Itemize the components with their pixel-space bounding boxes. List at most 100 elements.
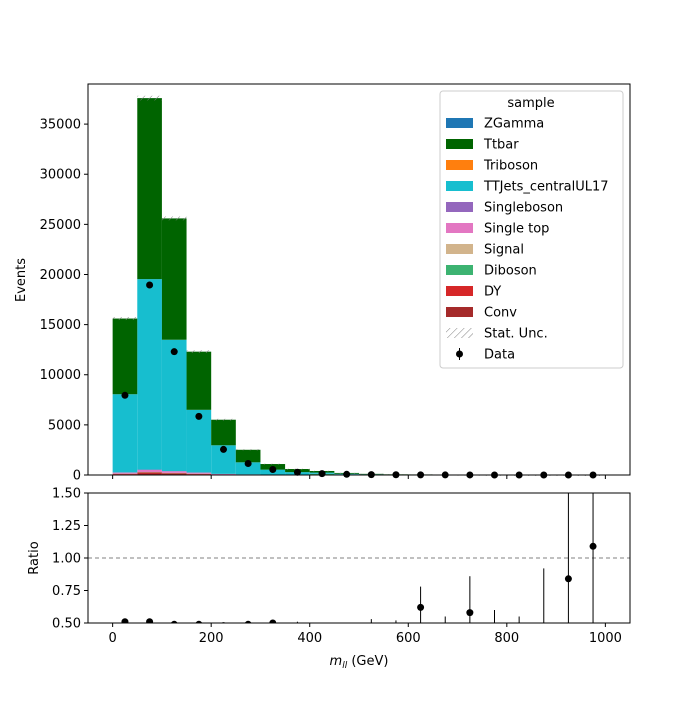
legend-label: Conv	[484, 306, 517, 321]
bar-single-top	[162, 471, 187, 473]
data-point	[269, 466, 276, 473]
y-tick-label: 5000	[48, 418, 81, 433]
y-tick-label: 0	[73, 469, 81, 484]
ratio-y-tick-label: 1.50	[52, 487, 81, 502]
ratio-point	[516, 646, 523, 653]
ratio-y-tick-label: 0.50	[52, 617, 81, 632]
legend-label: Singleboson	[484, 201, 563, 216]
stat-unc-hatch	[236, 449, 261, 450]
ratio-y-tick-label: 1.25	[52, 519, 81, 534]
bar-single-top	[187, 473, 212, 474]
data-point	[343, 471, 350, 478]
bar-ttjets-centralul17	[137, 279, 162, 469]
legend-swatch	[446, 223, 473, 233]
legend-label: Triboson	[483, 159, 538, 174]
ratio-point	[590, 543, 597, 550]
legend-swatch	[446, 202, 473, 212]
ratio-x-tick-label: 800	[494, 631, 519, 646]
y-tick-label: 15000	[40, 318, 81, 333]
ratio-point	[171, 621, 178, 628]
ratio-y-tick-label: 0.75	[52, 584, 81, 599]
legend-swatch	[446, 181, 473, 191]
ratio-x-tick-label: 600	[396, 631, 421, 646]
data-point	[220, 446, 227, 453]
bar-ttjets-centralul17	[162, 340, 187, 471]
legend-label: TTJets_centralUL17	[483, 180, 609, 195]
legend-swatch	[446, 307, 473, 317]
ratio-point	[245, 621, 252, 628]
data-point	[319, 470, 326, 477]
y-tick-label: 35000	[40, 118, 81, 133]
bar-ttjets-centralul17	[113, 394, 138, 472]
ratio-point	[368, 626, 375, 633]
ratio-x-tick-label: 200	[199, 631, 224, 646]
legend-label: DY	[484, 285, 501, 300]
ratio-point	[294, 623, 301, 630]
bar-dy	[137, 472, 162, 473]
bar-ttbar	[187, 352, 212, 410]
ratio-x-tick-label: 1000	[589, 631, 622, 646]
ratio-point	[442, 633, 449, 640]
ratio-point	[343, 627, 350, 634]
stat-unc-hatch	[211, 419, 236, 421]
main-y-axis-label: Events	[14, 258, 29, 302]
ratio-point	[195, 621, 202, 628]
ratio-x-ticks: 0 200 400 600 800 1000	[108, 623, 621, 646]
ratio-point	[540, 626, 547, 633]
ratio-point	[417, 604, 424, 611]
data-point	[146, 282, 153, 289]
legend-swatch	[446, 265, 473, 275]
ratio-axes-frame	[88, 493, 630, 623]
bar-ttbar	[162, 218, 187, 339]
legend-title: sample	[507, 96, 554, 111]
x-axis-label: mll (GeV)	[330, 654, 389, 671]
stat-unc-hatch	[137, 96, 162, 101]
bar-ttbar	[211, 420, 236, 446]
data-point	[195, 413, 202, 420]
ratio-y-ticks: 0.50 0.75 1.00 1.25 1.50	[52, 487, 88, 632]
stat-unc-hatch	[162, 216, 187, 220]
bar-dy	[162, 473, 187, 474]
legend-label: Stat. Unc.	[484, 327, 548, 342]
legend-label: ZGamma	[484, 117, 544, 132]
ratio-x-tick-label: 400	[297, 631, 322, 646]
legend-swatch	[446, 139, 473, 149]
legend-label: Signal	[484, 243, 524, 258]
data-point	[121, 392, 128, 399]
bar-single-top	[113, 473, 138, 474]
bar-dy	[113, 474, 138, 475]
ratio-point	[146, 618, 153, 625]
ratio-point	[565, 575, 572, 582]
data-point	[171, 348, 178, 355]
legend: sample ZGamma Ttbar Triboson TTJets_central…	[440, 91, 623, 368]
legend-swatch	[446, 244, 473, 254]
legend-label: Diboson	[484, 264, 537, 279]
y-tick-label: 30000	[40, 168, 81, 183]
ratio-y-axis-label: Ratio	[27, 541, 42, 574]
bar-ttbar	[113, 319, 138, 395]
legend-swatch	[446, 160, 473, 170]
stat-unc-hatch	[187, 350, 212, 353]
legend-swatch-hatch	[446, 328, 473, 338]
ratio-point	[121, 618, 128, 625]
legend-data-marker	[456, 351, 463, 358]
bar-dy	[187, 474, 212, 475]
legend-swatch	[446, 286, 473, 296]
y-tick-label: 20000	[40, 268, 81, 283]
legend-swatch	[446, 118, 473, 128]
stat-unc-hatch	[113, 317, 138, 320]
legend-label: Data	[484, 348, 515, 363]
ratio-x-tick-label: 0	[108, 631, 116, 646]
bar-ttbar	[137, 98, 162, 279]
ratio-y-tick-label: 1.00	[52, 552, 81, 567]
bar-single-top	[137, 470, 162, 472]
legend-label: Ttbar	[483, 138, 519, 153]
stat-unc-hatch	[260, 464, 285, 465]
ratio-point	[466, 609, 473, 616]
y-tick-label: 25000	[40, 218, 81, 233]
bar-single-top	[211, 474, 236, 475]
legend-label: Single top	[484, 222, 549, 237]
